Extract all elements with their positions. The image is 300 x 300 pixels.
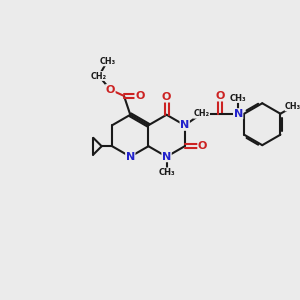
Text: O: O bbox=[162, 92, 171, 102]
Text: CH₃: CH₃ bbox=[285, 102, 300, 111]
Text: O: O bbox=[198, 141, 207, 151]
Text: O: O bbox=[135, 91, 144, 101]
Text: CH₃: CH₃ bbox=[230, 94, 247, 103]
Text: N: N bbox=[162, 152, 171, 162]
Text: N: N bbox=[180, 120, 189, 130]
Text: CH₂: CH₂ bbox=[194, 109, 210, 118]
Text: N: N bbox=[233, 109, 243, 119]
Text: CH₂: CH₂ bbox=[91, 71, 107, 80]
Text: CH₃: CH₃ bbox=[99, 57, 115, 66]
Text: N: N bbox=[126, 152, 135, 162]
Text: O: O bbox=[216, 91, 225, 101]
Text: O: O bbox=[106, 85, 115, 94]
Text: CH₃: CH₃ bbox=[158, 168, 175, 177]
